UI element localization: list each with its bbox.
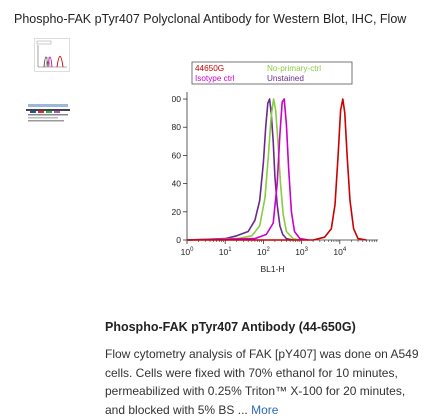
thumbnail-western-blot-image	[26, 104, 70, 122]
x-tick-label: 101	[219, 247, 232, 257]
legend-entry: Isotype ctrl	[195, 74, 235, 83]
y-tick-label: 80	[172, 122, 181, 132]
legend-entry: 44650G	[195, 64, 224, 73]
caption-ellipsis: ...	[237, 402, 248, 417]
caption-body: Flow cytometry analysis of FAK [pY407] w…	[105, 347, 419, 417]
y-tick-label: 0	[176, 235, 181, 245]
thumbnail-flow-histogram-image	[36, 40, 67, 68]
x-axis-label: BL1-H	[260, 264, 284, 274]
x-tick-label: 100	[181, 247, 194, 257]
flow-histogram-figure: 44650G No-primary-ctrl Isotype ctrl Unstain…	[160, 60, 382, 285]
y-tick-label: 40	[172, 179, 181, 189]
thumbnail-flow-histogram[interactable]	[34, 38, 70, 72]
x-tick-label: 104	[333, 247, 346, 257]
x-tick-label: 103	[295, 247, 308, 257]
y-tick-label: 100	[172, 94, 181, 104]
series-line	[186, 98, 309, 241]
chart-legend: 44650G No-primary-ctrl Isotype ctrl Unstain…	[191, 61, 353, 85]
series-line	[186, 98, 294, 241]
thumbnail-western-blot[interactable]	[24, 100, 72, 126]
more-link[interactable]: More	[251, 402, 279, 417]
y-tick-label: 20	[172, 207, 181, 217]
figure-caption-text: Flow cytometry analysis of FAK [pY407] w…	[105, 345, 425, 419]
series-line	[187, 98, 367, 241]
flow-histogram-chart: 44650G No-primary-ctrl Isotype ctrl Unstain…	[160, 61, 378, 274]
series-line	[186, 98, 301, 241]
page-title: Phospho-FAK pTyr407 Polyclonal Antibody …	[14, 12, 407, 26]
legend-entry: No-primary-ctrl	[267, 64, 321, 73]
legend-box	[191, 61, 353, 85]
figure-caption-title: Phospho-FAK pTyr407 Antibody (44-650G)	[105, 320, 356, 334]
chart-plot-area: 020406080100100101102103104BL1-HPercent …	[160, 92, 378, 274]
y-tick-label: 60	[172, 150, 181, 160]
x-tick-label: 102	[257, 247, 270, 257]
legend-entry: Unstained	[267, 74, 304, 83]
